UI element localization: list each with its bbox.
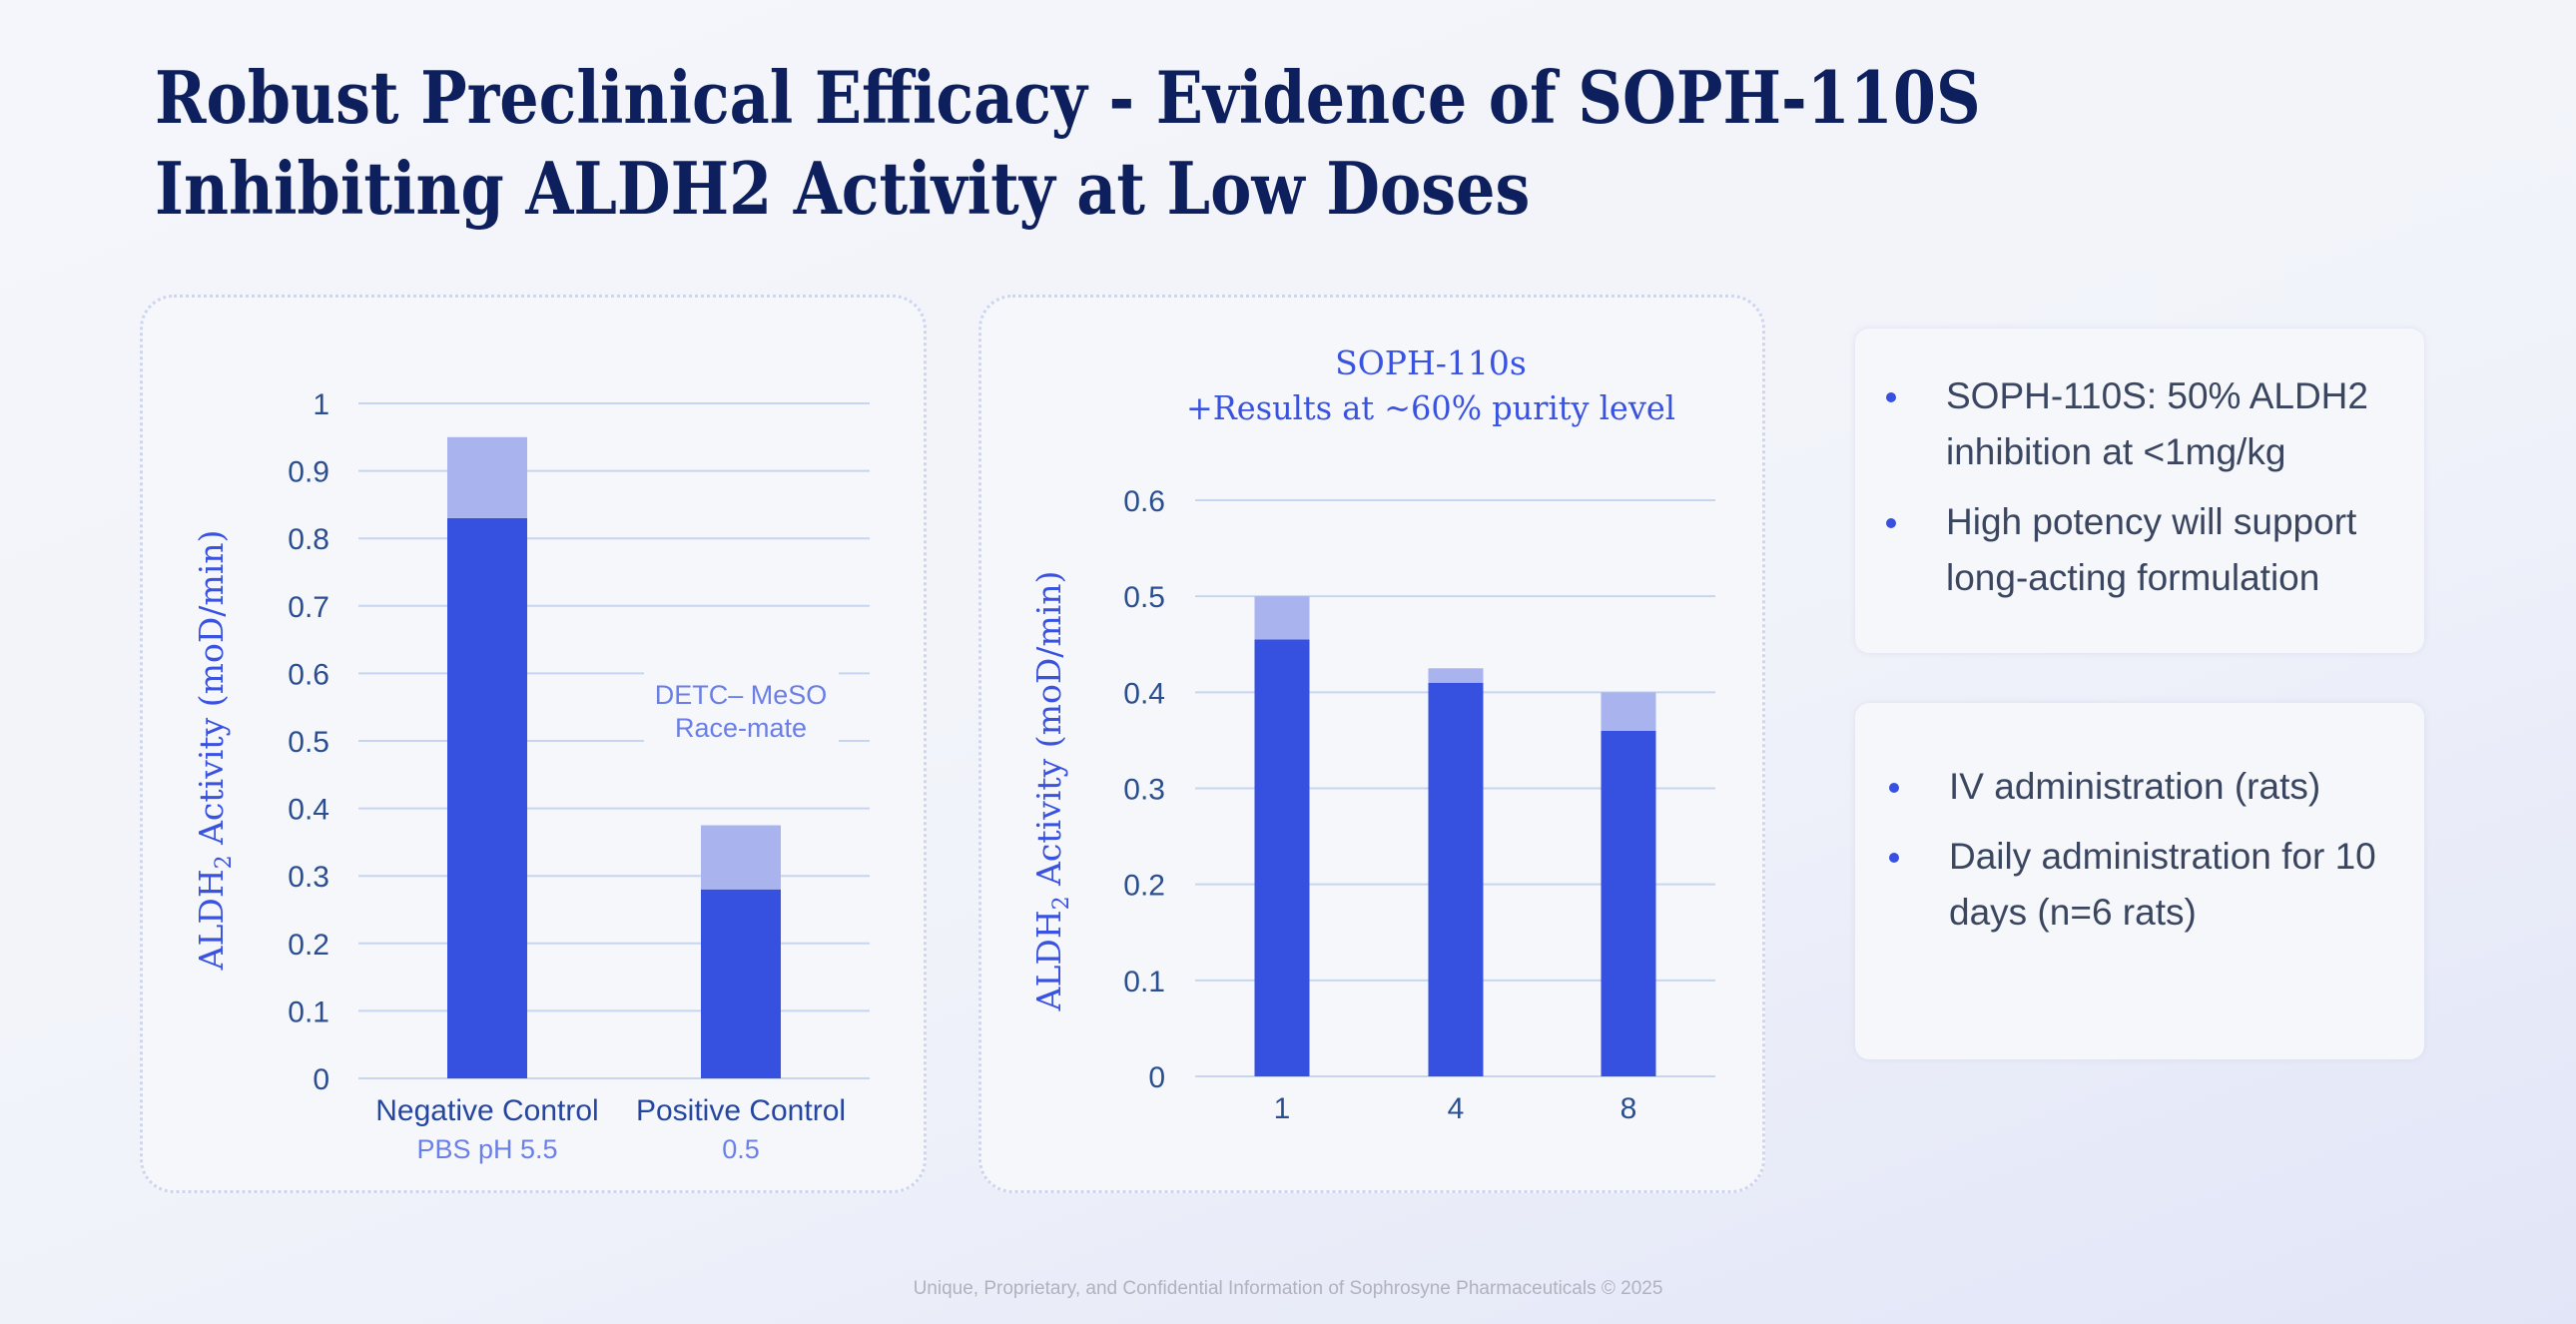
bullet-text: IV administration (rats) <box>1949 766 2321 807</box>
title-line-1: Robust Preclinical Efficacy - Evidence o… <box>155 55 1981 140</box>
bullet-item: IV administration (rats) <box>1855 759 2424 815</box>
page-title: Robust Preclinical Efficacy - Evidence o… <box>155 52 1981 234</box>
chart-panel-soph110s <box>978 295 1765 1193</box>
bullet-item: High potency will support long-acting fo… <box>1855 494 2424 606</box>
footer-confidential: Unique, Proprietary, and Confidential In… <box>913 1278 1663 1299</box>
bullet-item: SOPH-110S: 50% ALDH2 inhibition at <1mg/… <box>1855 368 2424 480</box>
bullet-icon <box>1889 853 1899 863</box>
bullet-icon <box>1889 783 1899 793</box>
summary-box-study: IV administration (rats) Daily administr… <box>1855 703 2424 1059</box>
bullet-text: High potency will support long-acting fo… <box>1946 501 2357 598</box>
title-line-2: Inhibiting ALDH2 Activity at Low Doses <box>155 146 1531 231</box>
bullet-icon <box>1886 518 1896 528</box>
summary-box-efficacy: SOPH-110S: 50% ALDH2 inhibition at <1mg/… <box>1855 329 2424 653</box>
bullet-item: Daily administration for 10 days (n=6 ra… <box>1855 829 2424 941</box>
chart-panel-controls <box>140 295 927 1193</box>
bullet-text: SOPH-110S: 50% ALDH2 inhibition at <1mg/… <box>1946 375 2368 472</box>
bullet-text: Daily administration for 10 days (n=6 ra… <box>1949 836 2376 933</box>
bullet-icon <box>1886 392 1896 402</box>
